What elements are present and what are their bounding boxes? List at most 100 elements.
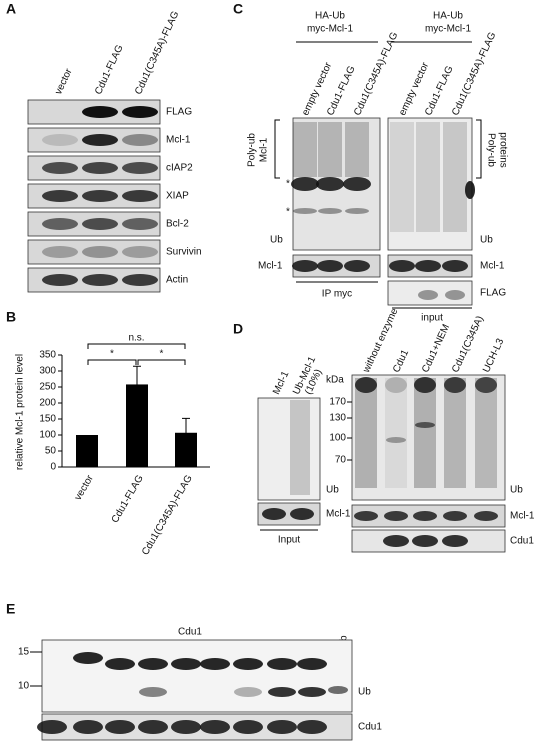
row-label: Mcl-1: [258, 261, 283, 272]
header: Cdu1: [178, 627, 202, 638]
lane-label: Cdu1: [391, 348, 411, 375]
band: [73, 652, 103, 664]
lane-label: Cdu1-FLAG: [93, 43, 126, 96]
band: [122, 190, 158, 202]
y-tick-label: 350: [39, 350, 56, 361]
y-tick-label: 300: [39, 366, 56, 377]
row-label: Bcl-2: [166, 219, 189, 230]
band: [297, 658, 327, 670]
smear: [443, 122, 467, 232]
row-label: Cdu1: [358, 722, 382, 733]
row-label: Cdu1: [510, 536, 534, 547]
mw-label: 170: [329, 397, 346, 408]
significance: *: [160, 349, 164, 360]
band: [442, 260, 468, 272]
annotation: Ub: [480, 235, 493, 246]
band: [122, 218, 158, 230]
blot: [387, 280, 473, 306]
band: [354, 511, 378, 521]
lane-label: Mcl-1: [271, 369, 291, 396]
band: [122, 274, 158, 286]
band: [328, 686, 348, 694]
band: [42, 246, 78, 258]
mw-label: 70: [335, 455, 347, 466]
panel-label: A: [6, 1, 16, 17]
y-axis-label: relative Mcl-1 protein level: [15, 354, 26, 470]
band: [171, 720, 201, 734]
band: [42, 162, 78, 174]
mw-label: 100: [329, 433, 346, 444]
band: [200, 658, 230, 670]
band: [384, 511, 408, 521]
band: [293, 208, 317, 214]
band: [297, 720, 327, 734]
brace: [476, 119, 482, 179]
band: [268, 687, 296, 697]
band: [292, 260, 318, 272]
band: [82, 246, 118, 258]
row-label: cIAP2: [166, 163, 193, 174]
panel-label: D: [233, 321, 243, 337]
smear: [385, 378, 407, 488]
annotation: Mcl-1: [259, 137, 270, 162]
row-label: Survivin: [166, 247, 202, 258]
annotation: *: [286, 179, 290, 190]
lane-label: Cdu1(C345A): [450, 314, 486, 374]
panel-label: E: [6, 601, 15, 617]
band: [383, 535, 409, 547]
band: [267, 658, 297, 670]
row-label: FLAG: [166, 107, 192, 118]
band: [262, 508, 286, 520]
blot: [257, 397, 321, 501]
smear: [318, 122, 342, 177]
panel-label: C: [233, 1, 243, 17]
band: [298, 687, 326, 697]
band: [345, 208, 369, 214]
row-label: XIAP: [166, 191, 189, 202]
annotation: proteins: [497, 132, 508, 168]
annotation: kDa: [326, 375, 344, 386]
band: [414, 377, 436, 393]
band: [122, 106, 158, 118]
lane-label: Cdu1(C345A)-FLAG: [450, 30, 498, 117]
annotation: input: [421, 313, 443, 324]
significance: *: [110, 349, 114, 360]
band: [444, 377, 466, 393]
band: [385, 377, 407, 393]
annotation: IP myc: [322, 289, 352, 300]
band: [37, 720, 67, 734]
band: [465, 181, 475, 199]
band: [344, 260, 370, 272]
band: [233, 720, 263, 734]
bracket: [87, 343, 186, 349]
panel-label: B: [6, 309, 16, 325]
band: [42, 218, 78, 230]
row-label: Mcl-1: [480, 261, 505, 272]
band: [42, 134, 78, 146]
y-tick-label: 50: [45, 446, 57, 457]
band: [316, 177, 344, 191]
header: HA-Ub: [315, 11, 345, 22]
row-label: Actin: [166, 275, 188, 286]
annotation: Poly-ub: [485, 133, 496, 167]
band: [82, 134, 118, 146]
band: [474, 511, 498, 521]
smear: [390, 122, 414, 232]
blot: [41, 639, 353, 713]
band: [418, 290, 438, 300]
band: [200, 720, 230, 734]
blot: [351, 374, 506, 501]
smear: [444, 378, 466, 488]
band: [355, 377, 377, 393]
band: [291, 177, 319, 191]
row-label: FLAG: [480, 288, 506, 299]
band: [42, 274, 78, 286]
band: [73, 720, 103, 734]
band: [122, 134, 158, 146]
band: [475, 377, 497, 393]
lane-label: UCH-L3: [481, 337, 506, 375]
band: [415, 260, 441, 272]
bar: [76, 435, 98, 467]
band: [415, 422, 435, 428]
